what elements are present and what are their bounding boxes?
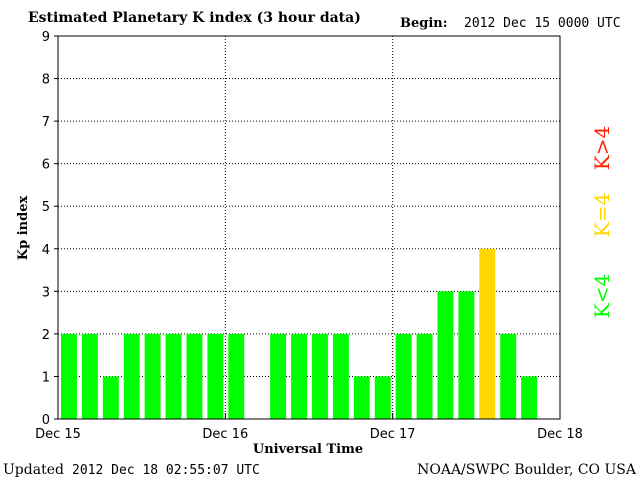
x-tick-label: Dec 16 (202, 427, 248, 442)
y-tick-label: 9 (42, 30, 50, 45)
y-tick-label: 8 (42, 73, 50, 88)
kp-bar (437, 291, 454, 419)
kp-bar (500, 333, 517, 419)
kp-bar (81, 333, 98, 419)
kp-bar (291, 333, 307, 419)
y-tick-label: 1 (42, 370, 50, 385)
legend-k-equals-4: K=4 (590, 193, 614, 237)
kp-bar (458, 291, 475, 419)
kp-bar (270, 333, 287, 419)
y-tick-label: 2 (42, 328, 50, 343)
y-tick-label: 5 (42, 200, 50, 215)
source-credit: NOAA/SWPC Boulder, CO USA (417, 462, 637, 478)
legend-k-above-4: K>4 (590, 126, 614, 170)
y-tick-labels: 0 1 2 3 4 5 6 7 8 9 (42, 30, 58, 428)
kp-bar (123, 333, 140, 419)
kp-bar (312, 333, 328, 419)
kp-bar (521, 376, 538, 419)
kp-bar (332, 333, 349, 419)
begin-label: Begin: (400, 16, 448, 31)
y-tick-label: 4 (42, 243, 50, 258)
kp-bar (61, 333, 77, 419)
kp-bar (207, 333, 224, 419)
kp-bar (395, 333, 412, 419)
kp-bar (228, 333, 245, 419)
kp-bar (416, 333, 433, 419)
y-axis-label: Kp index (16, 196, 31, 261)
chart-title: Estimated Planetary K index (3 hour data… (28, 10, 361, 26)
kp-bar (186, 333, 203, 419)
plot-frame (57, 35, 561, 420)
bars-group (61, 248, 538, 419)
kp-bar (102, 376, 119, 419)
kp-bar (165, 333, 182, 419)
kp-bar (479, 248, 496, 419)
y-tick-label: 0 (42, 413, 50, 428)
y-tick-label: 7 (42, 115, 50, 130)
x-tick-label: Dec 15 (35, 427, 81, 442)
updated-timestamp: 2012 Dec 18 02:55:07 UTC (72, 463, 260, 478)
begin-value: 2012 Dec 15 0000 UTC (464, 16, 621, 31)
kp-bar (144, 333, 161, 419)
kp-bar (353, 376, 370, 419)
y-tick-label: 3 (42, 285, 50, 300)
y-tick-label: 6 (42, 158, 50, 173)
x-axis-label: Universal Time (253, 442, 363, 457)
updated-label: Updated (3, 462, 64, 478)
grid-lines (58, 35, 560, 419)
x-tick-labels: Dec 15 Dec 16 Dec 17 Dec 18 (35, 413, 583, 442)
kp-bar (374, 376, 391, 419)
x-tick-label: Dec 17 (370, 427, 416, 442)
x-tick-label: Dec 18 (537, 427, 583, 442)
legend-k-below-4: K<4 (590, 274, 614, 318)
